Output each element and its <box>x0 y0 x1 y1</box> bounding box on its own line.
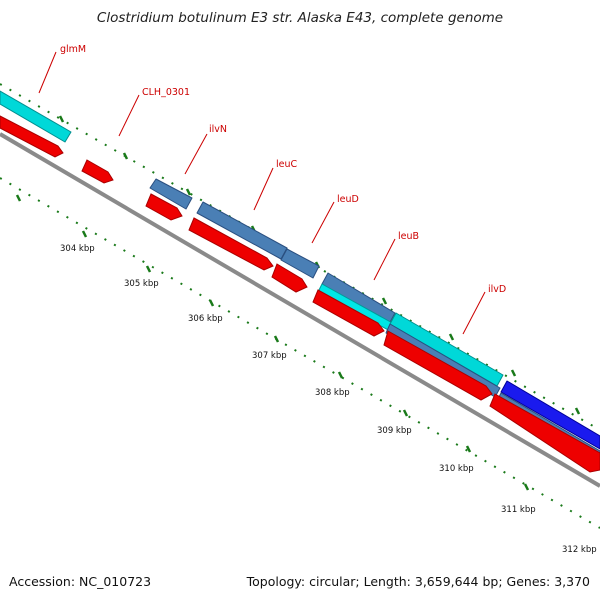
gene-label-leuC: leuC <box>276 159 298 170</box>
kbp-tick-label: 309 kbp <box>377 426 412 436</box>
accession-label: Accession: NC_010723 <box>9 574 152 589</box>
cds-arrow[interactable] <box>312 289 385 337</box>
kbp-tick-label: 310 kbp <box>439 464 474 474</box>
cds-track <box>0 115 600 473</box>
map-title: Clostridium botulinum E3 str. Alaska E43… <box>96 10 504 26</box>
leuD-feature[interactable] <box>280 248 320 279</box>
genome-summary-label: Topology: circular; Length: 3,659,644 bp… <box>246 574 590 589</box>
kbp-tick-label: 312 kbp <box>562 545 597 555</box>
ilvN-feature[interactable] <box>149 178 193 210</box>
cds-arrow[interactable] <box>81 159 114 184</box>
kbp-tick-label: 308 kbp <box>315 388 350 398</box>
gene-label-ilvN: ilvN <box>209 124 227 135</box>
lower-dotted-scale <box>0 177 600 529</box>
lower-tick-marks <box>15 194 530 491</box>
gene-label-glmM: glmM <box>60 44 86 55</box>
kbp-tick-label: 311 kbp <box>501 505 536 515</box>
cds-arrow[interactable] <box>145 193 183 221</box>
gene-label-ilvD: ilvD <box>488 284 506 295</box>
gene-label-leaders <box>38 51 486 335</box>
kbp-tick-label: 306 kbp <box>188 314 223 324</box>
glmM-feature[interactable] <box>0 90 72 143</box>
kbp-tick-label: 305 kbp <box>124 279 159 289</box>
cds-arrow[interactable] <box>188 217 274 271</box>
cds-arrow[interactable] <box>383 330 493 401</box>
cds-arrow[interactable] <box>271 263 308 293</box>
gene-label-leuD: leuD <box>337 194 359 205</box>
downstream-feature-upper[interactable] <box>500 380 600 450</box>
gene-label-CLH_0301: CLH_0301 <box>142 87 190 98</box>
upper-tick-marks <box>58 115 581 415</box>
genome-backbone <box>0 132 600 488</box>
kbp-tick-label: 304 kbp <box>60 244 95 254</box>
cds-arrow[interactable] <box>0 115 64 158</box>
cds-arrow[interactable] <box>489 393 600 473</box>
gene-label-leuB: leuB <box>398 231 419 242</box>
kbp-tick-label: 307 kbp <box>252 351 287 361</box>
